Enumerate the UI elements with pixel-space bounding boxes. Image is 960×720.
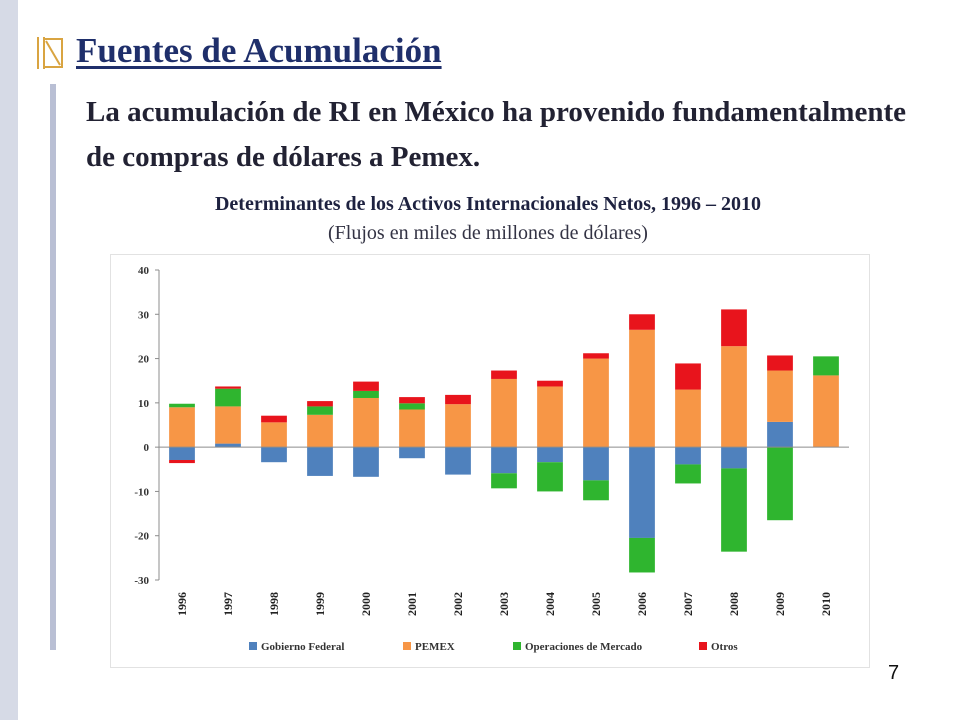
legend-swatch xyxy=(403,642,411,650)
y-tick-label: 40 xyxy=(138,265,150,277)
chart-title: Determinantes de los Activos Internacion… xyxy=(214,193,762,215)
x-tick-label: 2007 xyxy=(681,592,695,616)
bar-segment xyxy=(583,480,609,501)
bar-segment xyxy=(721,346,747,448)
bar-segment xyxy=(491,378,517,448)
y-tick-label: 0 xyxy=(144,442,150,454)
page-number: 7 xyxy=(888,662,900,684)
lead-text: La acumulación de RI en México ha proven… xyxy=(86,96,906,173)
y-tick-label: 10 xyxy=(138,398,150,410)
page-title: Fuentes de Acumulación xyxy=(76,31,442,70)
x-tick-label: 2001 xyxy=(405,592,419,616)
legend-label: Operaciones de Mercado xyxy=(525,641,643,653)
bar-segment xyxy=(169,403,195,408)
bar-segment xyxy=(215,443,241,448)
bar-segment xyxy=(583,447,609,481)
bar-segment xyxy=(169,407,195,448)
bar-segment xyxy=(629,447,655,538)
bar-segment xyxy=(445,447,471,475)
bar-segment xyxy=(353,390,379,398)
legend-swatch xyxy=(699,642,707,650)
x-tick-label: 2008 xyxy=(727,592,741,616)
x-tick-label: 2000 xyxy=(359,592,373,616)
bar-segment xyxy=(537,462,563,492)
title-bullet-icon xyxy=(37,37,63,69)
legend-swatch xyxy=(249,642,257,650)
bar-segment xyxy=(169,447,195,460)
bar-segment xyxy=(721,309,747,347)
bar-segment xyxy=(583,358,609,448)
bar-segment xyxy=(629,537,655,573)
bar-segment xyxy=(169,459,195,464)
bar-segment xyxy=(537,447,563,463)
bar-segment xyxy=(307,401,333,407)
bar-segment xyxy=(721,468,747,552)
y-tick-label: 30 xyxy=(138,309,150,321)
x-tick-label: 1999 xyxy=(313,592,327,616)
y-tick-label: -30 xyxy=(134,575,149,587)
bar-segment xyxy=(813,356,839,376)
bar-segment xyxy=(767,355,793,371)
bar-segment xyxy=(307,414,333,448)
bar-segment xyxy=(307,406,333,415)
bar-segment xyxy=(215,388,241,407)
y-tick-label: -20 xyxy=(134,531,149,543)
bar-segment xyxy=(629,314,655,330)
bar-segment xyxy=(399,447,425,459)
x-tick-label: 1996 xyxy=(175,592,189,616)
bar-segment xyxy=(353,381,379,391)
legend-swatch xyxy=(513,642,521,650)
bar-segment xyxy=(445,394,471,405)
bar-segment xyxy=(491,473,517,489)
bar-segment xyxy=(721,447,747,469)
chart-subtitle: (Flujos en miles de millones de dólares) xyxy=(328,222,648,244)
bar-segment xyxy=(537,380,563,387)
bar-segment xyxy=(261,415,287,423)
legend-label: PEMEX xyxy=(415,641,455,653)
bar-segment xyxy=(583,353,609,359)
bar-segment xyxy=(537,386,563,448)
bar-segment xyxy=(491,370,517,379)
x-tick-label: 2004 xyxy=(543,592,557,616)
x-tick-label: 2003 xyxy=(497,592,511,616)
x-tick-label: 2002 xyxy=(451,592,465,616)
x-tick-label: 2005 xyxy=(589,592,603,616)
bar-segment xyxy=(307,447,333,476)
bar-segment xyxy=(445,404,471,448)
x-tick-label: 1997 xyxy=(221,592,235,616)
y-tick-label: 20 xyxy=(138,354,150,366)
bar-segment xyxy=(675,363,701,390)
slide-header: Fuentes de Acumulación xyxy=(34,26,442,76)
bar-segment xyxy=(675,389,701,448)
x-tick-label: 2006 xyxy=(635,592,649,616)
bar-segment xyxy=(629,329,655,448)
bar-segment xyxy=(353,447,379,477)
bar-segment xyxy=(261,422,287,448)
x-tick-label: 2009 xyxy=(773,592,787,616)
left-accent-bar xyxy=(0,0,18,720)
x-tick-label: 2010 xyxy=(819,592,833,616)
bar-segment xyxy=(215,406,241,444)
bar-segment xyxy=(767,421,793,448)
bar-segment xyxy=(399,409,425,448)
bar-segment xyxy=(767,447,793,521)
bar-segment xyxy=(353,397,379,448)
legend-label: Otros xyxy=(711,641,738,653)
x-tick-label: 1998 xyxy=(267,592,281,616)
vertical-divider xyxy=(50,84,56,650)
bar-segment xyxy=(399,403,425,410)
y-tick-label: -10 xyxy=(134,486,149,498)
bar-segment xyxy=(491,447,517,474)
chart-container: 40 30 20 10 0 -10 -20 -30 1996 1997 1998 1999 2000 20… xyxy=(110,254,870,668)
bar-segment xyxy=(813,375,839,448)
bar-segment xyxy=(675,464,701,484)
bar-segment xyxy=(767,370,793,422)
bar-segment xyxy=(261,447,287,463)
bar-segment xyxy=(215,386,241,389)
bar-segment xyxy=(675,447,701,465)
legend-label: Gobierno Federal xyxy=(261,641,344,653)
bar-segment xyxy=(399,397,425,404)
